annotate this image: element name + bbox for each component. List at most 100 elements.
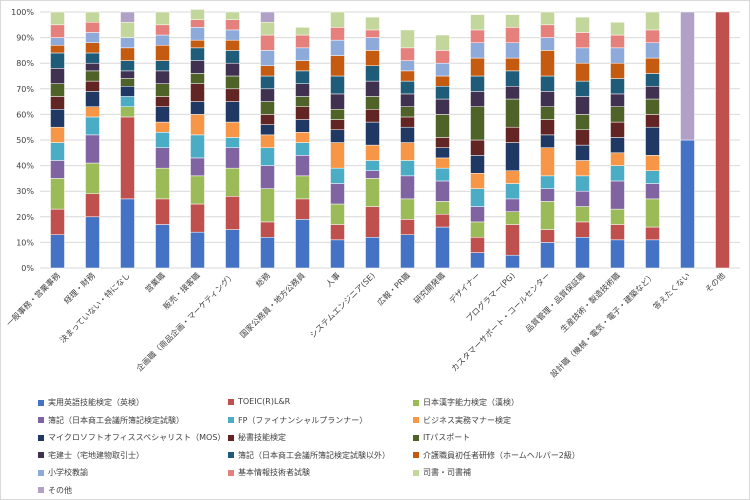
y-tick-label: 0%	[21, 264, 34, 273]
category-label: 営業職	[143, 270, 167, 294]
bar-segment	[50, 24, 65, 38]
bar-segment	[50, 142, 65, 161]
bar-segment	[190, 9, 205, 20]
bar-segment	[540, 37, 555, 51]
bar-segment	[540, 119, 555, 136]
bar-segment	[120, 106, 135, 118]
bar-segment	[645, 42, 660, 59]
bar-segment	[120, 78, 135, 87]
y-tick-label: 50%	[16, 136, 34, 145]
bar-segment	[610, 62, 625, 79]
bar-segment	[225, 29, 240, 41]
bar-segment	[470, 75, 485, 92]
bar-segment	[505, 98, 520, 128]
y-tick-label: 40%	[16, 162, 34, 171]
bar-segment	[435, 85, 450, 100]
legend-label: 実用英語技能検定（英検）	[48, 398, 144, 407]
bar-segment	[575, 80, 590, 97]
bar-segment	[610, 93, 625, 107]
bar-segment	[400, 142, 415, 161]
legend-item: 宅建士（宅地建物取引士）	[38, 450, 144, 461]
bar-segment	[120, 70, 135, 79]
bar-segment	[365, 206, 380, 238]
bar-segment	[645, 183, 660, 200]
bar-segment	[365, 96, 380, 110]
bar-segment	[610, 34, 625, 49]
bar-segment	[400, 106, 415, 118]
bar-segment	[365, 65, 380, 82]
legend-item: マイクロソフトオフィススペシャリスト（MOS）	[38, 432, 225, 443]
bar-segment	[260, 65, 275, 77]
bar-segment	[505, 126, 520, 143]
bar-segment	[50, 45, 65, 54]
category-label: デザイナー	[447, 270, 482, 305]
bar-segment	[260, 75, 275, 90]
legend-swatch	[228, 469, 234, 476]
legend-item: 基本情報技術者試験	[228, 467, 310, 478]
bar-segment	[155, 96, 170, 107]
bar-segment	[365, 160, 380, 171]
bar-segment	[190, 231, 205, 269]
bar-segment	[330, 109, 345, 120]
bar-segment	[120, 85, 135, 97]
bar-segment	[190, 60, 205, 74]
legend-item: 実用英語技能検定（英検）	[38, 397, 144, 408]
legend-swatch	[413, 452, 419, 458]
bar-segment	[435, 201, 450, 215]
bar-segment	[505, 224, 520, 256]
bar-segment	[540, 188, 555, 202]
legend-swatch	[38, 434, 44, 441]
bar-segment	[575, 144, 590, 161]
bar-segment	[330, 93, 345, 110]
bar-segment	[470, 237, 485, 253]
bar-segment	[85, 91, 100, 107]
bar-segment	[190, 175, 205, 205]
bar-segment	[645, 226, 660, 241]
legend-label: TOEIC(R)L&R	[238, 397, 291, 406]
bar-segment	[365, 121, 380, 146]
bar-segment	[295, 155, 310, 177]
bar-segment	[85, 11, 100, 23]
bar-segment	[85, 62, 100, 72]
bar-segment	[540, 134, 555, 148]
legend-swatch	[413, 434, 419, 441]
legend-label: 司書・司書補	[423, 468, 471, 477]
bar-segment	[540, 91, 555, 107]
bar-segment	[400, 126, 415, 143]
legend-swatch	[228, 434, 234, 441]
bar-segment	[575, 96, 590, 115]
legend-swatch	[228, 452, 234, 458]
bar-segment	[435, 62, 450, 77]
bar-segment	[645, 85, 660, 100]
bar-segment	[225, 88, 240, 102]
bar-segment	[225, 101, 240, 123]
bar-segment	[470, 155, 485, 174]
bar-segment	[330, 27, 345, 41]
bar-segment	[400, 116, 415, 128]
bar-segment	[50, 109, 65, 128]
category-label: 広報・PR職	[375, 270, 412, 307]
legend-swatch	[413, 399, 419, 406]
bar-segment	[225, 19, 240, 31]
bar-segment	[575, 160, 590, 177]
bar-segment	[540, 11, 555, 26]
bar-segment	[85, 32, 100, 43]
bar-segment	[575, 47, 590, 64]
bar-segment	[190, 134, 205, 159]
bar-segment	[365, 109, 380, 123]
bar-segment	[470, 188, 485, 207]
bar-segment	[400, 175, 415, 200]
bar-segment	[540, 106, 555, 120]
bar-segment	[575, 237, 590, 269]
bar-segment	[470, 106, 485, 141]
bar-segment	[295, 34, 310, 49]
bar-segment	[155, 24, 170, 36]
bar-segment	[610, 165, 625, 182]
bar-segment	[400, 198, 415, 220]
bar-segment	[365, 178, 380, 207]
bar-segment	[575, 206, 590, 223]
bar-segment	[155, 106, 170, 123]
bar-segment	[295, 106, 310, 120]
legend-label: 秘書技能検定	[238, 433, 286, 442]
legend-item: 日本漢字能力検定（漢検）	[413, 397, 519, 408]
